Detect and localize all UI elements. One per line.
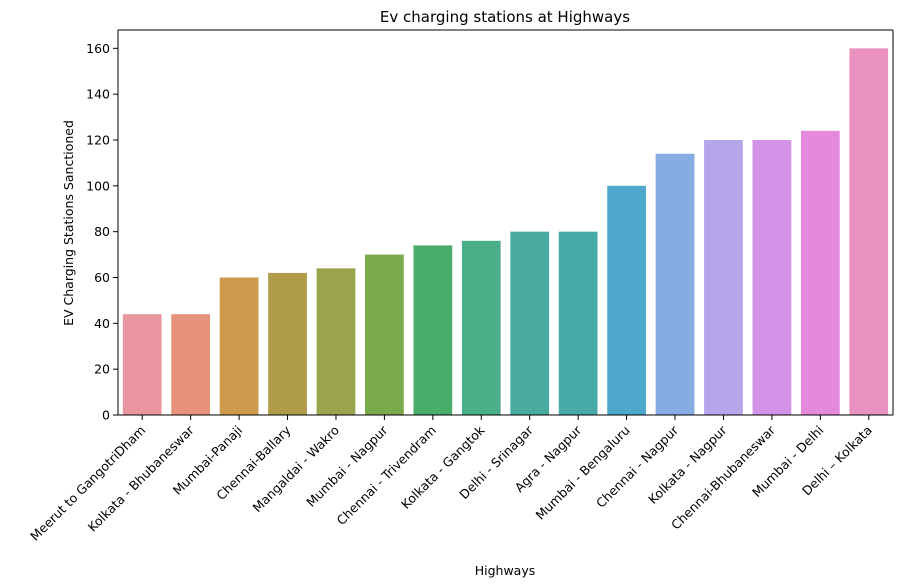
- bar: [655, 153, 695, 415]
- bar: [849, 48, 889, 415]
- bar: [461, 240, 501, 415]
- bar: [800, 130, 840, 416]
- bar: [219, 277, 259, 415]
- bar: [171, 314, 211, 415]
- bar: [122, 314, 162, 415]
- bar: [316, 268, 356, 415]
- x-tick-label: Mangaldai - Wakro: [250, 423, 343, 516]
- bar: [558, 231, 598, 415]
- x-tick-label: Mumbai - Nagpur: [303, 422, 391, 510]
- bar: [365, 254, 404, 415]
- y-tick-label: 0: [102, 408, 110, 423]
- y-tick-label: 80: [94, 224, 110, 239]
- y-tick-label: 140: [86, 87, 110, 102]
- y-tick-label: 40: [94, 316, 110, 331]
- y-axis-label: EV Charging Stations Sanctioned: [61, 120, 76, 326]
- x-tick-label: Mumbai - Bengaluru: [533, 423, 633, 523]
- y-tick-label: 20: [94, 362, 110, 377]
- y-tick-label: 160: [86, 41, 110, 56]
- x-tick-label: Kolkata - Gangtok: [398, 422, 488, 512]
- chart-title: Ev charging stations at Highways: [380, 8, 630, 26]
- y-tick-label: 120: [86, 133, 110, 148]
- bar: [268, 272, 307, 415]
- bar: [413, 245, 453, 415]
- bar: [704, 140, 743, 415]
- y-tick-label: 60: [94, 270, 110, 285]
- bar: [607, 185, 646, 415]
- plot-area: [122, 48, 889, 416]
- x-axis-label: Highways: [475, 563, 536, 578]
- x-tick-label: Chennai - Nagpur: [593, 422, 682, 511]
- y-tick-label: 100: [86, 178, 110, 193]
- bar: [752, 140, 792, 415]
- bar: [510, 231, 550, 415]
